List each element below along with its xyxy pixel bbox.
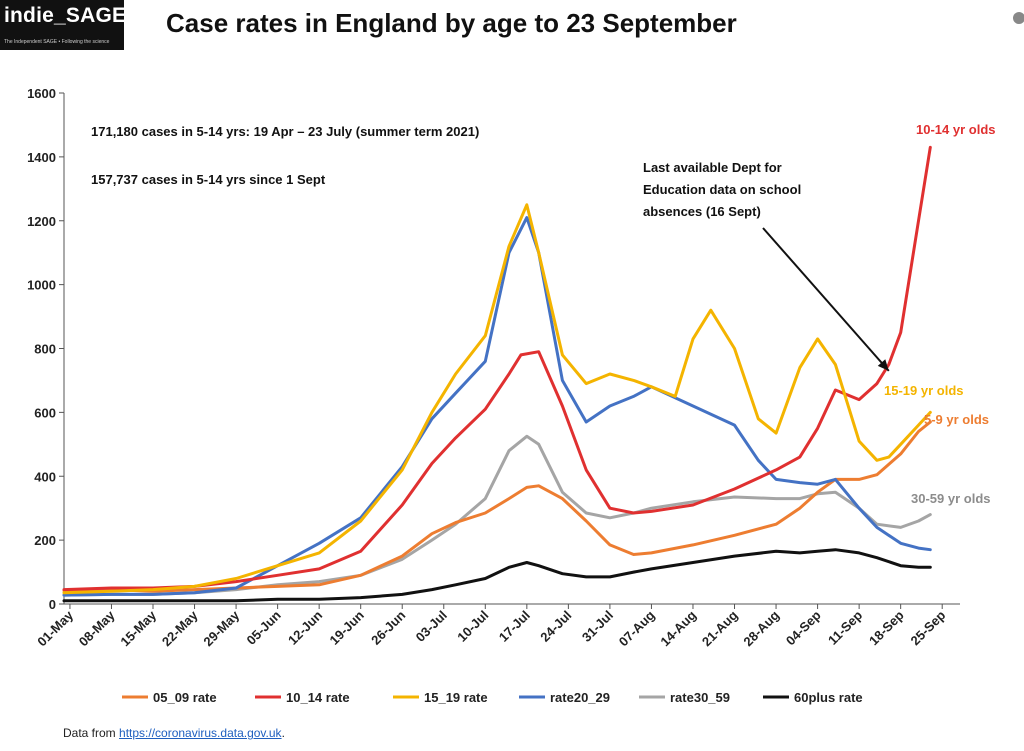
indie-sage-logo: indie_SAGE The Independent SAGE • Follow… bbox=[0, 0, 127, 50]
corner-dot-icon bbox=[1013, 12, 1024, 24]
y-tick-label: 200 bbox=[34, 533, 56, 548]
footer-suffix: . bbox=[281, 726, 285, 740]
series-line-15-19-rate bbox=[62, 203, 932, 595]
series-line-05-09-rate bbox=[62, 420, 932, 593]
y-tick-label: 800 bbox=[34, 342, 56, 357]
x-tick-label: 18-Sep bbox=[866, 607, 907, 648]
x-tick-label: 19-Jun bbox=[327, 607, 367, 647]
annotation-since-sept: 157,737 cases in 5-14 yrs since 1 Sept bbox=[91, 172, 326, 187]
annotation-dfe-line: absences (16 Sept) bbox=[643, 204, 761, 219]
series-label-5-9-yr-olds: 5-9 yr olds bbox=[924, 412, 989, 427]
x-tick-label: 14-Aug bbox=[657, 607, 699, 649]
x-tick-label: 26-Jun bbox=[368, 607, 408, 647]
y-tick-label: 0 bbox=[49, 597, 56, 612]
x-tick-label: 29-May bbox=[200, 607, 242, 649]
x-tick-label: 04-Sep bbox=[783, 607, 824, 648]
x-tick-label: 05-Jun bbox=[243, 607, 283, 647]
footer-prefix: Data from bbox=[63, 726, 120, 740]
x-tick-label: 31-Jul bbox=[579, 608, 616, 645]
series-line-10-14-rate bbox=[62, 145, 932, 592]
legend-label: rate20_29 bbox=[550, 690, 610, 705]
x-tick-label: 21-Aug bbox=[699, 607, 741, 649]
annotation-arrow-head bbox=[877, 359, 889, 371]
legend-label: 15_19 rate bbox=[424, 690, 488, 705]
series-label-10-14-yr-olds: 10-14 yr olds bbox=[916, 122, 996, 137]
series-label-30-59-yr-olds: 30-59 yr olds bbox=[911, 491, 991, 506]
y-tick-label: 1000 bbox=[27, 278, 56, 293]
series-line-rate20-29 bbox=[62, 216, 932, 597]
x-tick-label: 12-Jun bbox=[285, 607, 325, 647]
x-tick-label: 08-May bbox=[76, 607, 118, 649]
x-tick-label: 24-Jul bbox=[537, 608, 574, 645]
x-tick-label: 17-Jul bbox=[496, 608, 533, 645]
logo-tagline: The Independent SAGE • Following the sci… bbox=[4, 39, 110, 45]
chart-title: Case rates in England by age to 23 Septe… bbox=[166, 8, 737, 38]
y-tick-label: 600 bbox=[34, 405, 56, 420]
annotation-dfe-line: Last available Dept for bbox=[643, 160, 782, 175]
annotation-arrow-shaft bbox=[762, 227, 890, 372]
y-tick-label: 1400 bbox=[27, 150, 56, 165]
x-tick-label: 25-Sep bbox=[908, 607, 949, 648]
series-label-15-19-yr-olds: 15-19 yr olds bbox=[884, 383, 964, 398]
x-tick-label: 28-Aug bbox=[740, 607, 782, 649]
source-link[interactable]: https://coronavirus.data.gov.uk bbox=[119, 726, 282, 740]
legend-label: 05_09 rate bbox=[153, 690, 217, 705]
x-tick-label: 07-Aug bbox=[616, 607, 658, 649]
x-tick-label: 22-May bbox=[159, 607, 201, 649]
series-line-60plus-rate bbox=[62, 548, 932, 603]
annotation-summer-term: 171,180 cases in 5-14 yrs: 19 Apr – 23 J… bbox=[91, 124, 479, 139]
y-tick-label: 400 bbox=[34, 469, 56, 484]
x-tick-label: 01-May bbox=[34, 607, 76, 649]
y-tick-label: 1200 bbox=[27, 214, 56, 229]
x-tick-label: 03-Jul bbox=[413, 608, 450, 645]
legend-label: 60plus rate bbox=[794, 690, 863, 705]
y-tick-label: 1600 bbox=[27, 86, 56, 101]
logo-name: indie_SAGE bbox=[4, 4, 127, 27]
source-footer: Data from https://coronavirus.data.gov.u… bbox=[63, 726, 285, 740]
series-line-rate30-59 bbox=[62, 434, 932, 597]
x-tick-label: 15-May bbox=[117, 607, 159, 649]
annotation-dfe-line: Education data on school bbox=[643, 182, 801, 197]
legend-label: rate30_59 bbox=[670, 690, 730, 705]
x-tick-label: 10-Jul bbox=[454, 608, 491, 645]
legend-label: 10_14 rate bbox=[286, 690, 350, 705]
x-tick-label: 11-Sep bbox=[825, 607, 865, 647]
